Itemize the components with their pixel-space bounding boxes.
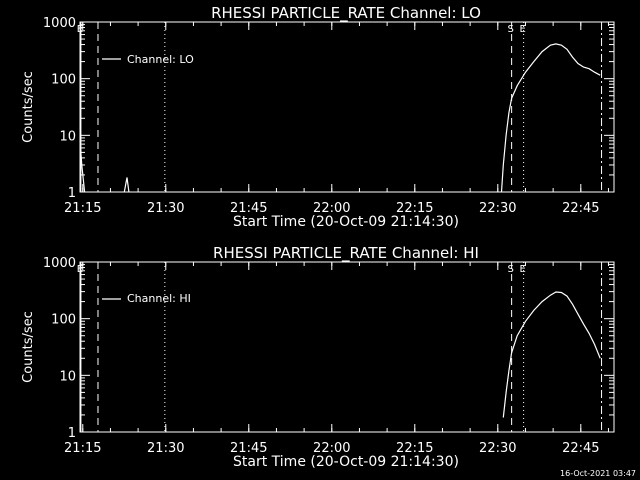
chart-title: RHESSI PARTICLE_RATE Channel: LO xyxy=(211,4,481,23)
marker-label: S xyxy=(507,24,513,35)
legend-label: Channel: LO xyxy=(127,53,194,66)
marker-label: E xyxy=(519,264,525,275)
x-tick-label: 21:30 xyxy=(147,441,184,456)
panel-lo: RHESSI PARTICLE_RATE Channel: LO Counts/… xyxy=(21,4,615,230)
y-axis-label: Counts/sec xyxy=(21,71,36,143)
marker-label: E xyxy=(77,24,83,35)
x-tick-label: 22:30 xyxy=(479,441,516,456)
y-tick-label: 100 xyxy=(51,73,76,88)
x-axis-label: Start Time (20-Oct-09 21:14:30) xyxy=(233,454,459,470)
x-tick-label: 22:15 xyxy=(396,201,433,216)
x-tick-label: 21:45 xyxy=(230,201,267,216)
y-tick-label: 10 xyxy=(59,369,76,384)
series-line xyxy=(79,140,86,193)
plot-frame xyxy=(79,21,615,193)
x-tick-label: 21:30 xyxy=(147,201,184,216)
plot-frame xyxy=(79,261,615,433)
series-line xyxy=(123,177,130,193)
x-tick-label: 22:30 xyxy=(479,201,516,216)
x-tick-label: 22:45 xyxy=(562,201,599,216)
y-tick-label: 1000 xyxy=(43,256,76,271)
marker-label: S xyxy=(507,264,513,275)
series-line xyxy=(502,291,601,418)
y-tick-label: 10 xyxy=(59,129,76,144)
legend-label: Channel: HI xyxy=(127,292,191,305)
chart-title: RHESSI PARTICLE_RATE Channel: HI xyxy=(213,244,479,263)
x-tick-label: 22:00 xyxy=(313,201,350,216)
marker-label: E xyxy=(77,264,83,275)
timestamp: 16-Oct-2021 03:47 xyxy=(560,469,636,478)
y-tick-label: 1 xyxy=(68,426,76,441)
panel-hi: RHESSI PARTICLE_RATE Channel: HI Counts/… xyxy=(21,244,615,470)
series-line xyxy=(500,43,601,193)
x-tick-label: 22:15 xyxy=(396,441,433,456)
x-axis-label: Start Time (20-Oct-09 21:14:30) xyxy=(233,214,459,230)
x-tick-label: 21:45 xyxy=(230,441,267,456)
y-axis-label: Counts/sec xyxy=(21,311,36,383)
x-tick-label: 22:00 xyxy=(313,441,350,456)
x-tick-label: 22:45 xyxy=(562,441,599,456)
x-tick-label: 21:15 xyxy=(64,201,101,216)
y-tick-label: 1000 xyxy=(43,16,76,31)
x-tick-label: 21:15 xyxy=(64,441,101,456)
y-tick-label: 100 xyxy=(51,313,76,328)
marker-label: E xyxy=(519,24,525,35)
y-tick-label: 1 xyxy=(68,186,76,201)
